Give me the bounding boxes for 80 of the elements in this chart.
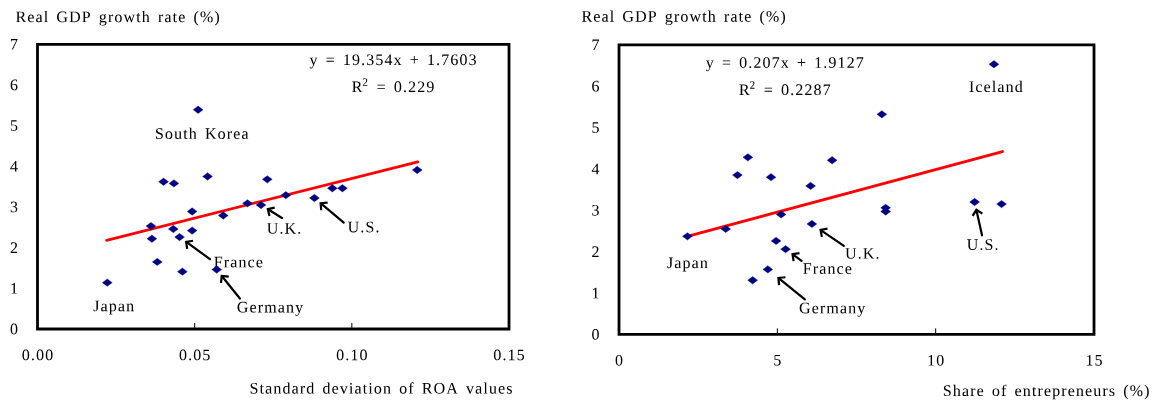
point — [202, 172, 213, 181]
annotation: Iceland — [969, 80, 1023, 93]
point — [280, 191, 291, 200]
point — [996, 200, 1007, 208]
annotation: y = 0.207x + 1.9127 — [705, 57, 864, 72]
point — [969, 198, 980, 206]
annotation: South Korea — [156, 127, 249, 140]
point — [337, 184, 348, 193]
y-tick-label: 3 — [10, 201, 18, 213]
y-tick-label: 7 — [11, 39, 18, 50]
point — [152, 258, 163, 266]
annotation: U.K. — [267, 223, 301, 234]
annotation: y = 19.354x + 1.7603 — [309, 54, 476, 69]
point — [174, 233, 185, 241]
y-tick-label: 1 — [592, 287, 599, 299]
annotation: France — [803, 263, 852, 275]
point — [146, 234, 158, 243]
x-tick-label: 0 — [615, 354, 623, 366]
point — [780, 245, 791, 254]
point — [177, 267, 188, 276]
x-tick-label: 0.05 — [179, 349, 210, 361]
point — [682, 232, 693, 241]
annotation: France — [214, 256, 263, 268]
point — [168, 225, 179, 233]
point — [168, 179, 180, 188]
y-tick-label: 2 — [592, 246, 599, 257]
point — [158, 177, 169, 186]
point — [193, 105, 204, 114]
point — [762, 265, 773, 274]
y-tick-label: 3 — [592, 204, 599, 216]
point — [747, 276, 758, 285]
point — [242, 199, 253, 208]
point — [309, 194, 320, 202]
point — [876, 110, 887, 119]
annotation: U.K. — [845, 248, 879, 259]
annotation: Japan — [93, 300, 134, 315]
point — [742, 153, 753, 162]
x-tick-label: 5 — [774, 354, 781, 366]
annotation: Germany — [799, 302, 866, 317]
y-tick-label: 6 — [10, 79, 18, 91]
x-axis-title: Share of entrepreneurs (%) — [943, 384, 1149, 400]
y-tick-label: 6 — [592, 80, 600, 92]
y-tick-label: 2 — [10, 242, 18, 253]
point — [988, 60, 1000, 69]
y-tick-label: 4 — [591, 163, 600, 175]
point — [827, 156, 838, 165]
x-tick-label: 0.00 — [22, 349, 53, 361]
y-tick-label: 0 — [10, 323, 18, 335]
annotation: Japan — [667, 257, 708, 272]
annotation: R$^{2}$ = 0.2287 — [739, 81, 831, 96]
y-axis-title: Real GDP growth rate (%) — [15, 11, 220, 26]
x-axis-title: Standard deviation of ROA values — [250, 382, 512, 394]
x-tick-label: 15 — [1086, 354, 1102, 366]
y-tick-label: 7 — [592, 39, 600, 51]
point — [187, 207, 198, 216]
y-tick-label: 5 — [592, 122, 599, 133]
x-tick-label: 10 — [928, 354, 944, 366]
annotation: U.S. — [967, 239, 998, 251]
y-tick-label: 4 — [10, 161, 18, 172]
y-axis-title: Real GDP growth rate (%) — [582, 10, 785, 26]
annotation: R$^{2}$ = 0.229 — [352, 78, 434, 93]
y-tick-label: 0 — [592, 329, 599, 340]
point — [218, 211, 229, 220]
point — [327, 184, 338, 193]
y-tick-label: 5 — [10, 120, 18, 131]
y-tick-label: 1 — [11, 283, 18, 294]
annotation: Germany — [237, 301, 304, 316]
point — [806, 220, 817, 228]
x-tick-label: 0.15 — [493, 349, 525, 361]
annotation: U.S. — [347, 221, 379, 233]
point — [262, 175, 273, 184]
point — [776, 210, 787, 219]
point — [732, 171, 743, 179]
point — [765, 173, 777, 182]
point — [102, 278, 113, 287]
point — [805, 182, 816, 190]
point — [412, 166, 423, 174]
point — [187, 226, 198, 235]
x-tick-label: 0.10 — [336, 349, 367, 361]
point — [720, 225, 731, 233]
